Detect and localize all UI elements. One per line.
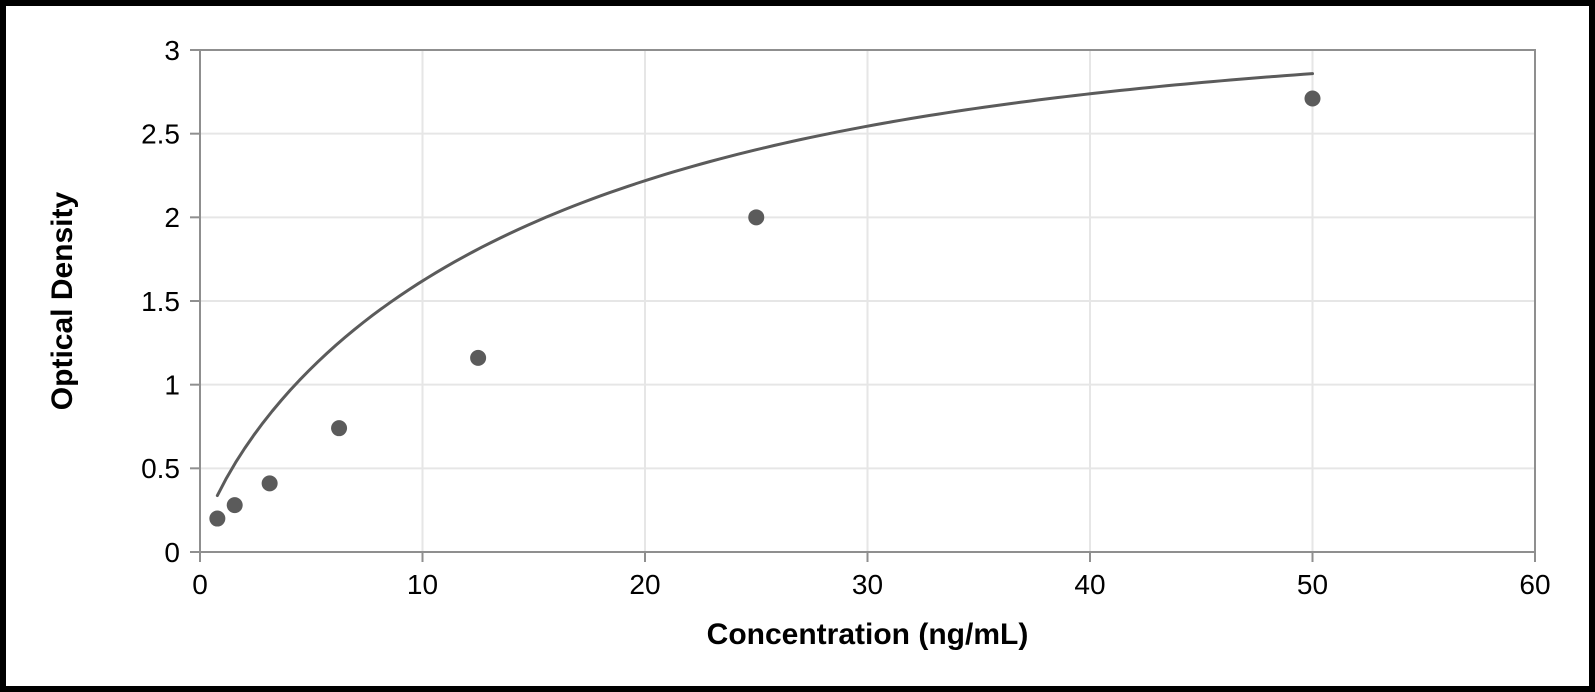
data-point: [227, 497, 243, 513]
chart-container: 0 10 20 30 40 50 60 0 0.5 1 1.5 2 2.5 3 Concentration …: [30, 30, 1565, 662]
x-tick-label: 10: [407, 569, 438, 600]
y-tick-label: 2.5: [141, 118, 180, 149]
chart-svg: 0 10 20 30 40 50 60 0 0.5 1 1.5 2 2.5 3 Concentration …: [30, 30, 1565, 662]
data-point: [331, 420, 347, 436]
data-point: [262, 475, 278, 491]
x-tick-label: 50: [1297, 569, 1328, 600]
y-axis-title: Optical Density: [46, 191, 79, 410]
data-point: [470, 350, 486, 366]
y-tick-label: 0: [164, 537, 180, 568]
data-point: [1305, 91, 1321, 107]
x-tick-label: 20: [629, 569, 660, 600]
y-tick-label: 0.5: [141, 453, 180, 484]
x-tick-label: 40: [1074, 569, 1105, 600]
data-point: [209, 511, 225, 527]
data-point: [748, 209, 764, 225]
y-tick-label: 2: [164, 202, 180, 233]
x-tick-label: 60: [1519, 569, 1550, 600]
x-tick-label: 30: [852, 569, 883, 600]
x-axis-title: Concentration (ng/mL): [707, 618, 1029, 651]
y-tick-label: 1.5: [141, 286, 180, 317]
y-tick-label: 1: [164, 369, 180, 400]
chart-frame: 0 10 20 30 40 50 60 0 0.5 1 1.5 2 2.5 3 Concentration …: [0, 0, 1595, 692]
x-tick-label: 0: [192, 569, 208, 600]
y-tick-label: 3: [164, 35, 180, 66]
